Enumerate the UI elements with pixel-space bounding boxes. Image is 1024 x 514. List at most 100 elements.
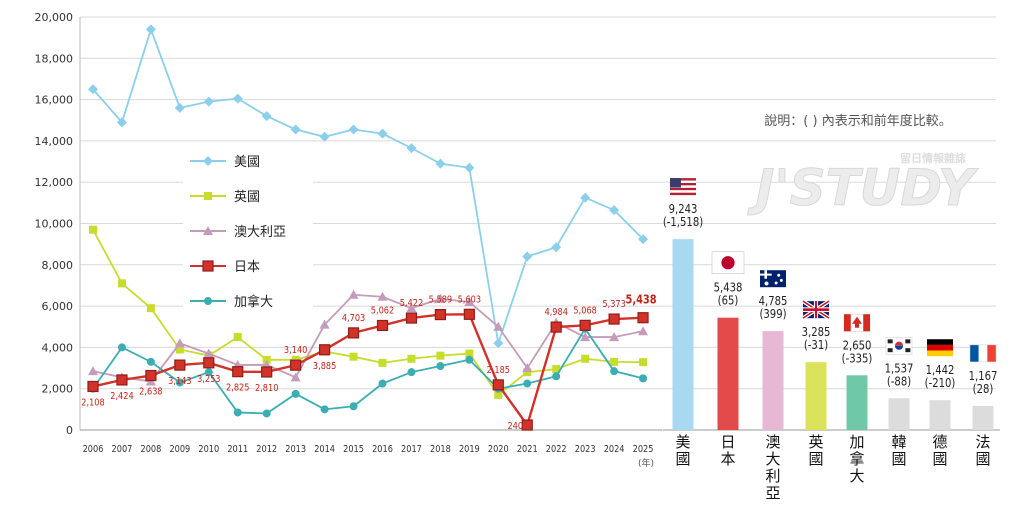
point-marker <box>377 291 388 301</box>
bar-group: 1,167(28) 法國 <box>969 344 998 468</box>
point-marker <box>609 332 620 342</box>
point-marker <box>436 361 445 370</box>
point-marker <box>552 372 561 381</box>
point-marker <box>436 351 445 360</box>
x-tick-label: 2010 <box>198 444 219 455</box>
flag-band <box>863 314 870 332</box>
point-marker <box>610 357 619 366</box>
point-marker <box>175 378 184 387</box>
japan-data-label: 4,703 <box>342 313 366 324</box>
x-tick-label: 2009 <box>169 444 190 455</box>
bar-value-label: 1,442 <box>926 363 955 377</box>
y-tick-label: 4,000 <box>42 341 74 354</box>
flag-taeguk-top <box>894 341 904 346</box>
point-marker <box>523 368 532 377</box>
x-tick-label: 2014 <box>314 444 335 455</box>
flag-trigram <box>905 339 911 344</box>
point-marker <box>262 355 271 364</box>
japan-data-label: 5,603 <box>458 295 482 306</box>
france-flag-icon <box>969 344 997 363</box>
x-tick-label: 2006 <box>83 444 104 455</box>
point-marker <box>203 156 213 166</box>
x-tick-label: 2018 <box>430 444 451 455</box>
flag-star <box>764 281 769 286</box>
bar-category-label: 澳大利亞 <box>765 433 780 502</box>
point-marker <box>406 303 417 313</box>
point-marker <box>290 359 302 371</box>
australia-flag-icon <box>760 270 786 288</box>
point-marker <box>609 205 620 216</box>
series-0 <box>88 24 649 349</box>
japan-data-label: 2,108 <box>81 398 105 409</box>
point-marker <box>261 366 273 378</box>
point-marker <box>376 319 389 332</box>
y-tick-label: 14,000 <box>35 135 74 148</box>
x-tick-label: 2015 <box>343 444 364 455</box>
japan-data-label: 240 <box>507 421 523 432</box>
point-marker <box>522 251 533 262</box>
point-marker <box>581 354 590 363</box>
y-tick-label: 10,000 <box>35 218 74 231</box>
flag-stripe <box>670 180 696 183</box>
y-tick-label: 16,000 <box>35 94 74 107</box>
germany-flag-icon <box>927 339 953 357</box>
point-marker <box>637 312 649 324</box>
point-marker <box>465 349 474 358</box>
y-tick-label: 12,000 <box>35 176 74 189</box>
point-marker <box>262 409 271 418</box>
japan-data-label: 4,984 <box>544 307 568 318</box>
japan-data-label: 5,438 <box>625 293 656 307</box>
legend-label: 英國 <box>234 190 260 205</box>
bar-chart: 9,243(-1,518) 美國 5,438(65) 日本 4,785(399) 澳大利亞… <box>663 178 1000 502</box>
x-tick-label: 2020 <box>488 444 509 455</box>
bar-group: 2,650(-335) 加拿大 <box>842 314 872 485</box>
point-marker <box>347 327 360 339</box>
series-line <box>92 229 644 397</box>
point-marker <box>117 343 126 352</box>
bar-value-label: 2,650 <box>843 338 872 352</box>
year-unit-label: (年) <box>638 457 654 469</box>
point-marker <box>319 131 330 142</box>
point-marker <box>493 338 504 349</box>
x-tick-label: 2024 <box>604 444 625 455</box>
point-marker <box>580 192 591 203</box>
bar-value-label: 4,785 <box>759 294 788 308</box>
point-marker <box>349 352 358 361</box>
point-marker <box>87 380 99 393</box>
point-marker <box>639 374 648 383</box>
flag-canton <box>670 178 681 188</box>
point-marker <box>145 24 156 35</box>
legend-item: 英國 <box>190 190 260 205</box>
series-4 <box>89 324 648 418</box>
bar-category-label: 韓國 <box>891 433 906 468</box>
legend-item: 澳大利亞 <box>190 224 286 240</box>
point-marker <box>319 344 331 356</box>
note-text: 說明：( ) 內表示和前年度比較。 <box>764 113 951 129</box>
point-marker <box>291 389 300 398</box>
legend-label: 澳大利亞 <box>234 224 286 240</box>
x-tick-label: 2017 <box>401 444 422 455</box>
flag-star <box>777 273 781 277</box>
point-marker <box>232 366 244 378</box>
point-marker <box>378 379 387 388</box>
flag-stripe <box>987 344 996 362</box>
point-marker <box>146 304 155 313</box>
flag-trigram <box>887 348 893 353</box>
point-marker <box>174 102 185 113</box>
japan-data-label: 3,140 <box>284 346 308 357</box>
point-marker <box>435 158 446 169</box>
bar <box>672 239 694 430</box>
y-tick-label: 8,000 <box>42 259 74 272</box>
japan-data-labels: 2,108 2,424 2,638 3,143 3,253 2,825 2,810 3,140… <box>81 293 656 433</box>
point-marker <box>233 408 242 417</box>
point-marker <box>580 332 591 342</box>
point-marker <box>145 369 157 382</box>
point-marker <box>464 162 475 173</box>
bar-value-label: 1,167 <box>969 369 998 383</box>
point-marker <box>88 84 98 95</box>
bar-value-label: 9,243 <box>669 202 698 216</box>
flag-stripe <box>670 192 696 196</box>
bar <box>846 375 868 430</box>
